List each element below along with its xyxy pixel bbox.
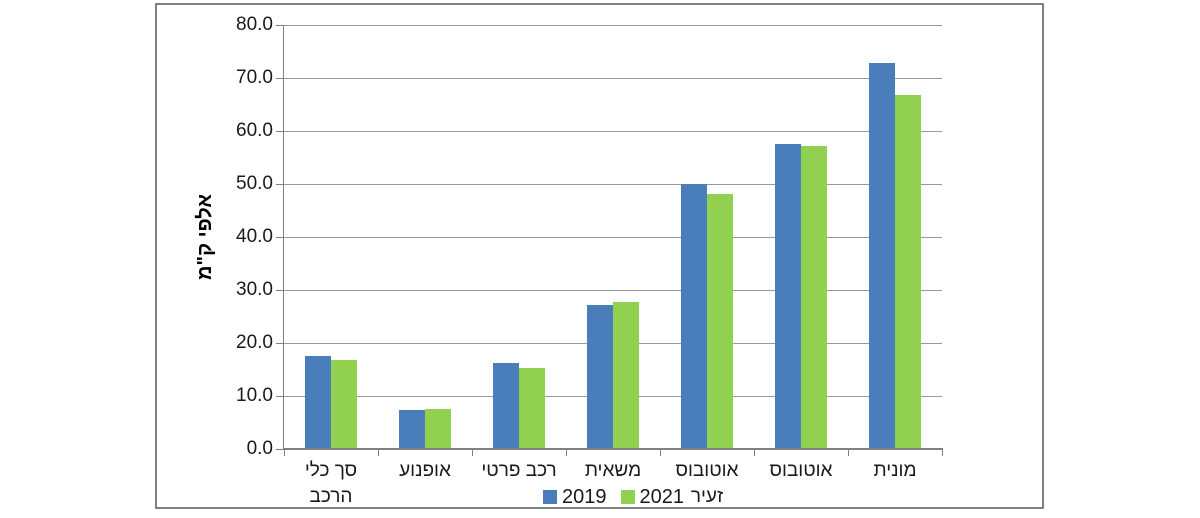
x-category-label: משאית xyxy=(566,458,660,484)
legend-item-2019: 2019 xyxy=(543,486,607,508)
x-category-label-line: משאית xyxy=(584,460,642,481)
x-category-label: רכב פרטי xyxy=(472,458,566,484)
y-tick-label: 0.0 xyxy=(246,438,273,459)
x-category-label-line: אוטובוס xyxy=(675,460,739,481)
y-tick-mark xyxy=(276,290,284,291)
gridline xyxy=(284,290,942,291)
x-tick-mark xyxy=(754,449,755,456)
bar-group-2 xyxy=(378,25,472,449)
bar-2021 xyxy=(425,409,451,449)
legend-label: 2021 xyxy=(639,486,685,508)
bar-group-6 xyxy=(754,25,848,449)
gridline xyxy=(284,237,942,238)
bar-2021 xyxy=(613,302,639,449)
bar-2019 xyxy=(493,363,519,449)
x-axis-line xyxy=(283,448,943,450)
bar-2021 xyxy=(519,368,545,449)
legend-swatch-icon xyxy=(543,490,557,504)
y-tick-mark xyxy=(276,184,284,185)
x-category-label-line: אוטובוס xyxy=(769,460,833,481)
y-tick-label: 10.0 xyxy=(236,385,273,406)
y-tick-mark xyxy=(276,237,284,238)
plot-area xyxy=(276,25,943,456)
y-tick-label: 60.0 xyxy=(236,120,273,141)
gridline xyxy=(284,25,942,26)
x-category-label: אוטובוס זעיר xyxy=(660,458,754,510)
y-tick-mark xyxy=(276,343,284,344)
x-tick-mark xyxy=(660,449,661,456)
y-tick-mark xyxy=(276,449,284,450)
x-category-label: סך כלי הרכב xyxy=(284,458,378,510)
x-category-label-line: רכב פרטי xyxy=(481,460,557,481)
bar-2021 xyxy=(895,95,921,449)
bar-2019 xyxy=(399,410,425,449)
y-tick-label: 50.0 xyxy=(236,173,273,194)
gridline xyxy=(284,78,942,79)
y-tick-label: 40.0 xyxy=(236,226,273,247)
bar-2019 xyxy=(775,144,801,449)
x-category-label: אופנוע xyxy=(378,458,472,484)
bar-2021 xyxy=(331,360,357,449)
x-tick-mark xyxy=(942,449,943,456)
bar-group-5 xyxy=(660,25,754,449)
bar-2019 xyxy=(305,356,331,449)
chart-frame: אלפי ק"מ 0.0 10.0 20.0 30.0 40.0 50.0 60.0 70.0… xyxy=(155,3,1044,509)
y-tick-mark xyxy=(276,131,284,132)
y-tick-label: 30.0 xyxy=(236,279,273,300)
bar-group-7 xyxy=(848,25,942,449)
bar-group-3 xyxy=(472,25,566,449)
gridline xyxy=(284,131,942,132)
bar-2019 xyxy=(681,184,707,449)
x-category-label-line: מונית xyxy=(873,460,917,481)
x-category-label: אוטובוס xyxy=(754,458,848,484)
legend-label: 2019 xyxy=(562,486,607,508)
bar-group-4 xyxy=(566,25,660,449)
bar-2019 xyxy=(869,63,895,449)
y-tick-mark xyxy=(276,78,284,79)
x-tick-mark xyxy=(566,449,567,456)
x-tick-mark xyxy=(284,449,285,456)
legend: 2019 2021 xyxy=(543,486,684,508)
legend-swatch-icon xyxy=(620,490,635,504)
y-tick-label: 70.0 xyxy=(236,67,273,88)
x-category-label: מונית xyxy=(848,458,942,484)
y-tick-mark xyxy=(276,396,284,397)
bar-2019 xyxy=(587,305,613,449)
y-tick-label: 80.0 xyxy=(236,14,273,35)
x-category-label-line: אופנוע xyxy=(399,460,451,481)
x-tick-mark xyxy=(472,449,473,456)
bar-2021 xyxy=(707,194,733,449)
bar-2021 xyxy=(801,146,827,449)
x-category-label-line: הרכב xyxy=(309,486,353,507)
legend-item-2021: 2021 xyxy=(620,486,685,508)
x-tick-mark xyxy=(378,449,379,456)
bar-group-1 xyxy=(284,25,378,449)
gridline xyxy=(284,184,942,185)
y-tick-label: 20.0 xyxy=(236,332,273,353)
y-tick-mark xyxy=(276,25,284,26)
x-tick-mark xyxy=(848,449,849,456)
x-category-label-line: סך כלי xyxy=(304,460,358,481)
x-category-label-line: זעיר xyxy=(690,486,724,507)
